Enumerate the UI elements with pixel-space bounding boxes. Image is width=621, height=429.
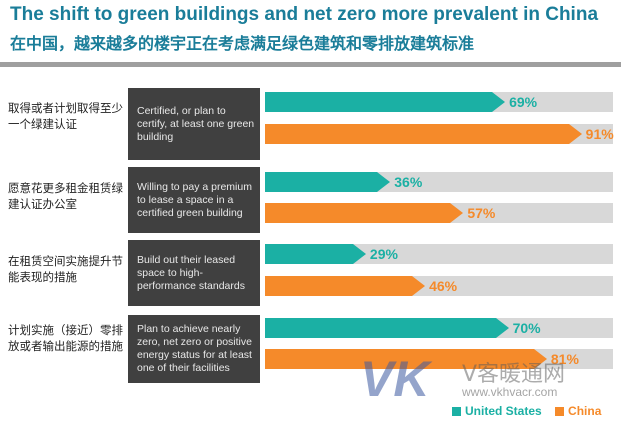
bar-cn: [265, 203, 464, 223]
legend-swatch-cn: [555, 407, 565, 417]
data-label-cn: 81%: [550, 351, 579, 367]
watermark-text: V客暖通网: [462, 362, 566, 387]
legend-label-us: United States: [465, 404, 542, 418]
row-label-zh: 愿意花更多租金租赁绿建认证办公室: [8, 181, 123, 211]
row-label-en: Certified, or plan to certify, at least …: [137, 104, 255, 143]
bar-track: [265, 349, 613, 369]
bar-us: [265, 244, 366, 264]
watermark: VK V客暖通网 www.vkhvacr.com: [360, 350, 610, 410]
bar-cn: [265, 124, 582, 144]
row-label-en: Plan to achieve nearly zero, net zero or…: [137, 323, 252, 374]
watermark-logo: VK: [360, 351, 430, 407]
bar-cn: [265, 349, 547, 369]
watermark-url: www.vkhvacr.com: [462, 385, 558, 399]
legend: United States China: [452, 404, 611, 418]
bar-track: [265, 172, 613, 192]
row-label-en: Willing to pay a premium to lease a spac…: [137, 180, 252, 219]
legend-item-cn: China: [555, 404, 601, 418]
chart-title-en: The shift to green buildings and net zer…: [10, 4, 599, 25]
bar-us: [265, 318, 509, 338]
data-label-cn: 46%: [429, 278, 458, 294]
bar-track: [265, 244, 613, 264]
data-label-us: 36%: [394, 174, 423, 190]
data-label-cn: 91%: [585, 126, 614, 142]
bar-track: [265, 203, 613, 223]
row-description-box: Plan to achieve nearly zero, net zero or…: [128, 315, 260, 383]
legend-swatch-us: [452, 407, 461, 417]
row-description-box: Certified, or plan to certify, at least …: [128, 88, 260, 160]
row-description-box: Willing to pay a premium to lease a spac…: [128, 167, 260, 233]
bar-us: [265, 172, 391, 192]
chart-title-zh: 在中国，越来越多的楼宇正在考虑满足绿色建筑和零排放建筑标准: [10, 34, 475, 53]
bar-track: [265, 124, 613, 144]
data-label-us: 69%: [509, 94, 538, 110]
bar-track: [265, 92, 613, 112]
bar-track: [265, 276, 613, 296]
row-label-zh: 取得或者计划取得至少一个绿建认证: [8, 101, 123, 131]
title-divider: [0, 62, 621, 67]
data-label-cn: 57%: [467, 205, 496, 221]
row-description-box: Build out their leased space to high-per…: [128, 240, 260, 306]
row-label-en: Build out their leased space to high-per…: [137, 253, 245, 292]
row-label-zh: 计划实施（接近）零排放或者输出能源的措施: [8, 323, 123, 353]
bar-track: [265, 318, 613, 338]
bar-cn: [265, 276, 426, 296]
bar-us: [265, 92, 506, 112]
legend-item-us: United States: [452, 404, 542, 418]
data-label-us: 70%: [512, 320, 541, 336]
row-label-zh: 在租赁空间实施提升节能表现的措施: [8, 254, 123, 284]
data-label-us: 29%: [369, 246, 398, 262]
legend-label-cn: China: [568, 404, 602, 418]
